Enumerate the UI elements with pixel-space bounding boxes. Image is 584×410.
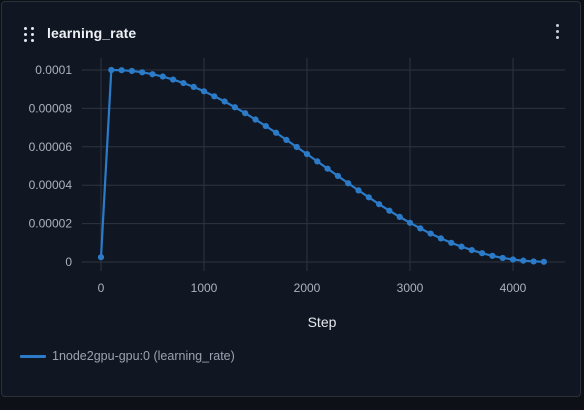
data-point [293, 143, 300, 151]
data-point [108, 66, 115, 74]
data-point [458, 243, 465, 250]
data-point [170, 76, 177, 83]
data-point [345, 180, 352, 187]
x-tick-label: 0 [98, 281, 105, 295]
grid-lines [82, 58, 565, 271]
data-point [273, 129, 280, 136]
data-point [252, 116, 259, 123]
data-point [355, 187, 362, 194]
data-point [489, 252, 496, 259]
series-layer [97, 66, 548, 265]
data-point [231, 104, 238, 111]
data-point [314, 158, 321, 165]
y-tick-label: 0.0001 [35, 63, 72, 77]
data-point [520, 257, 527, 264]
data-point [427, 230, 434, 237]
data-point [324, 165, 331, 172]
data-point [221, 98, 228, 105]
data-point [262, 122, 269, 130]
data-point [200, 88, 208, 95]
data-point [242, 110, 249, 117]
data-point [365, 194, 372, 201]
panel-header: learning_rate [2, 2, 580, 62]
legend-item[interactable]: 1node2gpu-gpu:0 (learning_rate) [20, 347, 235, 365]
x-tick-label: 4000 [500, 281, 527, 295]
more-vertical-icon[interactable] [554, 24, 562, 42]
x-axis-ticks: 0 1000 2000 3000 4000 [98, 281, 527, 295]
data-point [180, 79, 187, 87]
line-chart[interactable]: 0 0.00002 0.00004 0.00006 0.00008 0.0001 0 100… [2, 2, 582, 342]
legend-label: 1node2gpu-gpu:0 (learning_rate) [52, 349, 235, 363]
panel-title: learning_rate [47, 25, 137, 41]
x-tick-label: 3000 [397, 281, 424, 295]
y-tick-label: 0.00008 [29, 101, 73, 115]
data-point [211, 93, 218, 100]
x-axis-label: Step [308, 314, 337, 330]
data-point [139, 69, 146, 76]
y-tick-label: 0 [65, 255, 72, 269]
data-point [509, 256, 517, 263]
series-line [99, 68, 544, 263]
y-axis-ticks: 0 0.00002 0.00004 0.00006 0.00008 0.0001 [29, 63, 73, 269]
legend-swatch [20, 354, 46, 358]
chart-panel: learning_rate 0 0.00002 0.00004 0.00006 0.00… [1, 1, 581, 397]
data-point [479, 250, 486, 257]
data-point [376, 201, 383, 208]
x-tick-label: 2000 [294, 281, 321, 295]
data-point [406, 219, 414, 226]
data-point [118, 67, 125, 74]
y-tick-label: 0.00006 [29, 140, 73, 154]
data-point [128, 67, 135, 75]
data-point [417, 225, 424, 232]
data-point [303, 150, 311, 158]
y-tick-label: 0.00004 [29, 178, 73, 192]
data-point [97, 254, 105, 261]
data-point [334, 172, 341, 180]
data-point [396, 213, 403, 220]
data-point [386, 207, 393, 214]
data-point [149, 71, 156, 78]
data-point [159, 73, 166, 80]
drag-handle-icon[interactable] [24, 27, 36, 43]
data-point [448, 239, 455, 246]
data-point [437, 235, 444, 242]
data-point [540, 258, 548, 265]
data-point [530, 258, 537, 265]
data-point [468, 246, 475, 254]
data-point [283, 136, 290, 143]
x-tick-label: 1000 [191, 281, 218, 295]
data-point [190, 83, 197, 90]
data-point [499, 254, 506, 262]
y-tick-label: 0.00002 [29, 217, 73, 231]
